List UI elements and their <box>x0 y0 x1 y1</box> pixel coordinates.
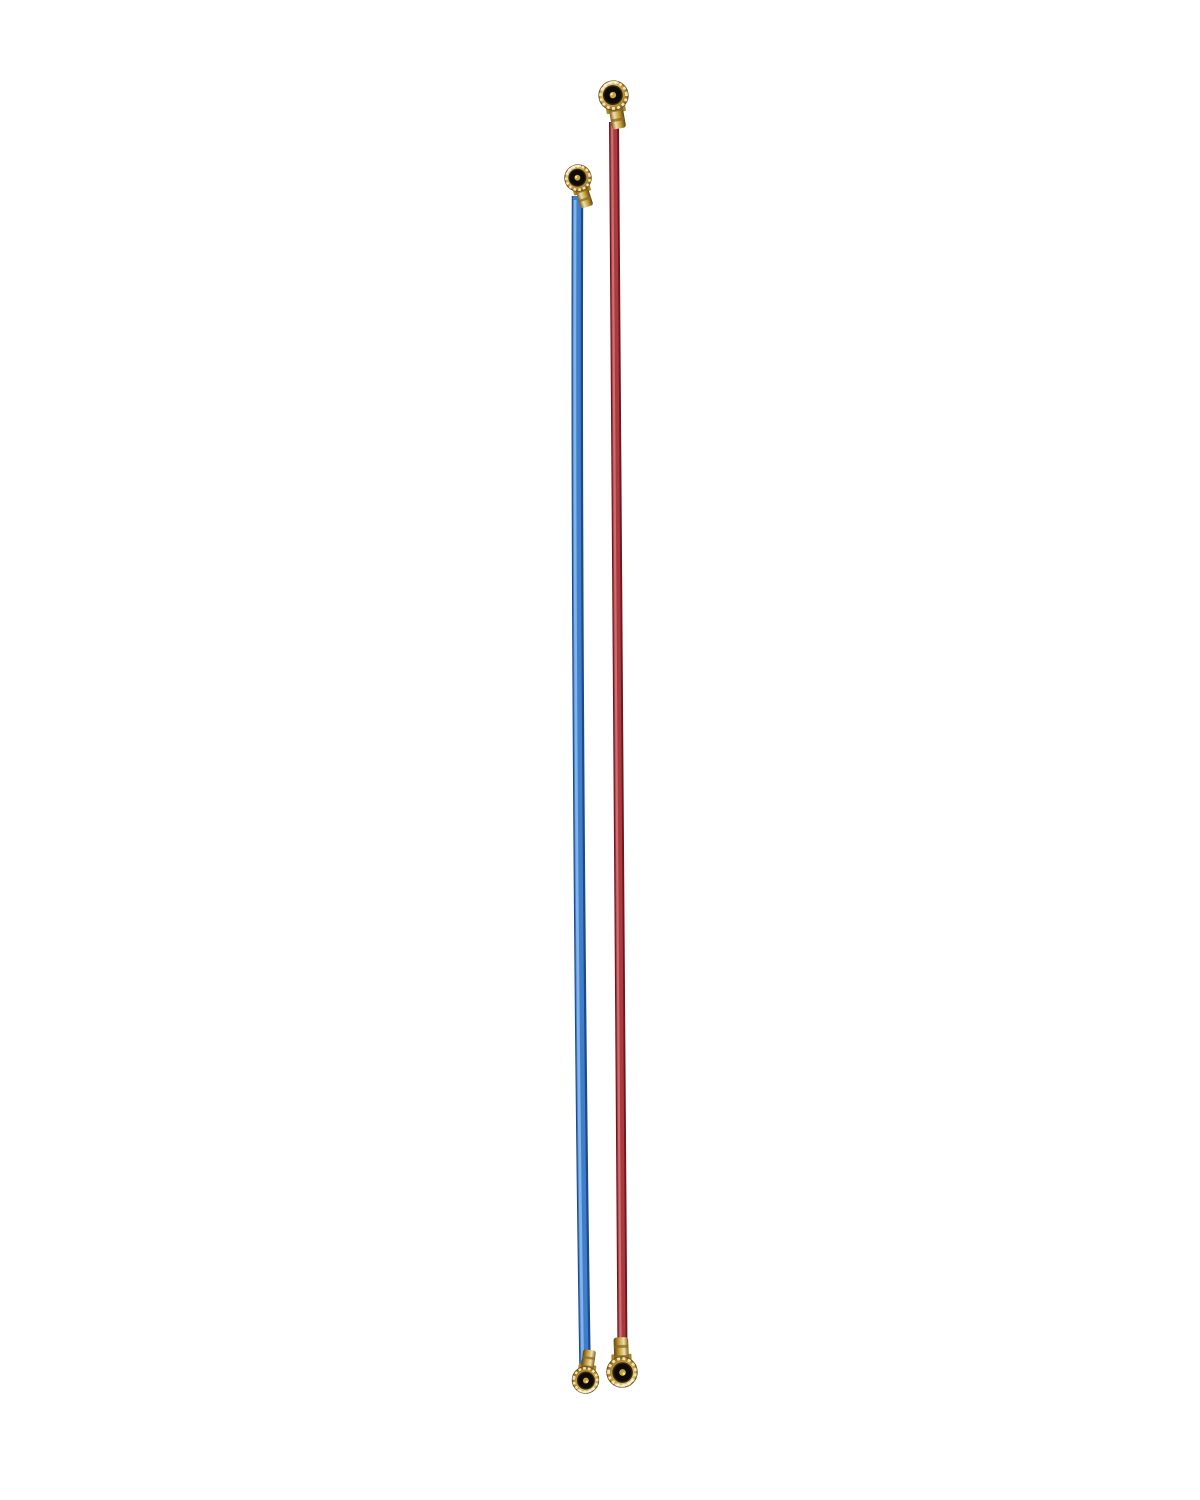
blue-cable-sheen-highlight <box>573 199 584 1361</box>
red-antenna-cable <box>609 121 628 1355</box>
blue-antenna-cable <box>571 195 591 1365</box>
red-cable-jacket-body <box>610 121 626 1355</box>
blue-cable-jacket-body <box>572 195 589 1365</box>
